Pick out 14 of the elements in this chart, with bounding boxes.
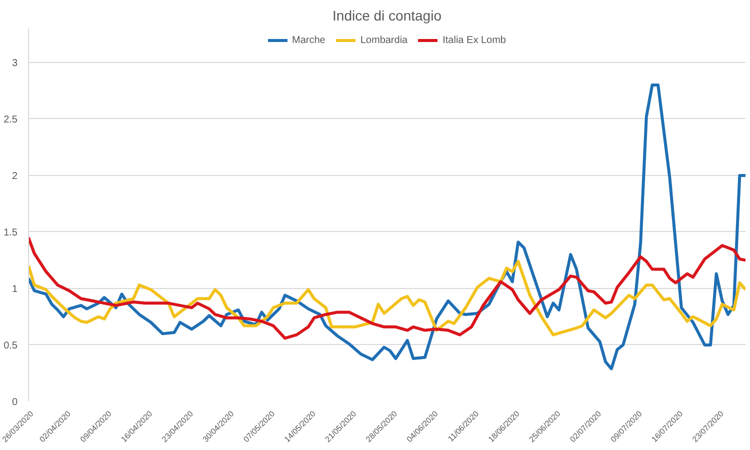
y-tick-label: 2.5 — [4, 114, 18, 126]
line-series — [28, 84, 746, 370]
line-series — [28, 236, 746, 340]
y-tick-label: 0.5 — [4, 340, 18, 352]
y-tick-label: 1 — [12, 284, 18, 295]
legend-label: Lombardia — [360, 34, 408, 46]
legend-label: Italia Ex Lomb — [442, 34, 506, 46]
y-tick-label: 0 — [12, 397, 18, 408]
line-series — [28, 260, 746, 336]
y-tick-label: 2 — [12, 170, 18, 182]
legend-label: Marche — [292, 34, 326, 46]
y-tick-label: 3 — [12, 58, 18, 69]
chart-title: Indice di contagio — [332, 8, 442, 24]
y-tick-label: 1.5 — [4, 227, 18, 238]
